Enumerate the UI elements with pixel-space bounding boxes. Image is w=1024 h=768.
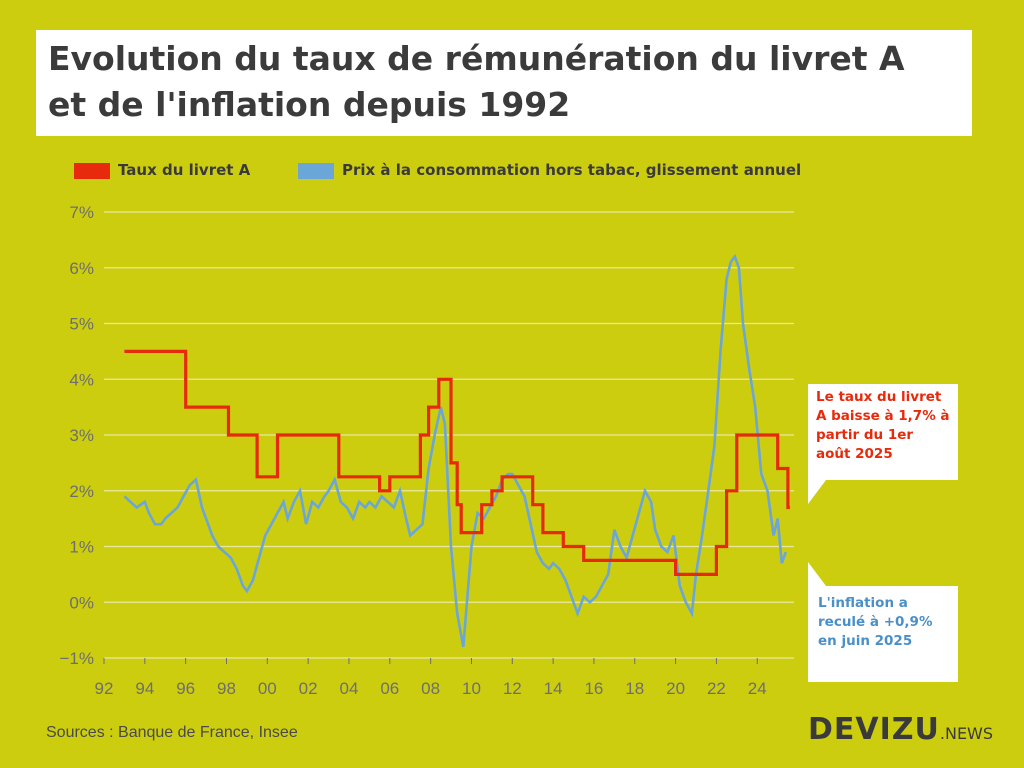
callout-pointer-red: [808, 480, 826, 504]
brand-logo: DEVIZU.NEWS: [808, 712, 993, 747]
x-tick-label: 20: [666, 679, 685, 698]
x-tick-label: 96: [176, 679, 195, 698]
y-tick-label: 4%: [69, 370, 94, 389]
brand-name: DEVIZU: [808, 712, 940, 747]
y-tick-label: 7%: [69, 203, 94, 222]
x-tick-label: 12: [503, 679, 522, 698]
x-tick-label: 08: [421, 679, 440, 698]
chart-title-line2: et de l'inflation depuis 1992: [48, 85, 571, 124]
grid: [104, 211, 794, 659]
annotation-livret-a: Le taux du livret A baisse à 1,7% à part…: [808, 384, 958, 480]
chart-title: Evolution du taux de rémunération du liv…: [48, 36, 960, 128]
series-group: [123, 253, 790, 648]
legend-swatch-inflation: [298, 163, 334, 179]
chart-title-line1: Evolution du taux de rémunération du liv…: [48, 39, 905, 78]
legend-label-inflation: Prix à la consommation hors tabac, gliss…: [342, 161, 802, 179]
y-tick-label: 6%: [69, 259, 94, 278]
y-tick-label: 0%: [69, 593, 94, 612]
x-tick-label: 16: [584, 679, 603, 698]
series-line-livret-a: [124, 349, 790, 577]
y-tick-label: 1%: [69, 538, 94, 557]
x-tick-label: 02: [299, 679, 318, 698]
y-tick-label: 2%: [69, 482, 94, 501]
x-tick-label: 18: [625, 679, 644, 698]
x-tick-label: 92: [95, 679, 114, 698]
title-box: Evolution du taux de rémunération du liv…: [36, 30, 972, 136]
y-axis: 7% 6% 5% 4% 3% 2% 1% 0% −1%: [60, 203, 95, 668]
x-tick-label: 22: [707, 679, 726, 698]
y-tick-label: 5%: [69, 315, 94, 334]
x-axis: 92 94 96 98 00 02 04 06 08 10 12 14 16 18 20 22 24: [95, 658, 767, 698]
brand-suffix: .NEWS: [939, 724, 994, 743]
callout-pointer-blue: [808, 562, 826, 586]
x-tick-label: 94: [135, 679, 154, 698]
legend-label-livret-a: Taux du livret A: [118, 161, 251, 179]
annotation-inflation: L'inflation a reculé à +0,9% en juin 202…: [808, 586, 958, 682]
x-tick-label: 04: [340, 679, 359, 698]
series-line-inflation: [123, 253, 788, 648]
x-tick-label: 98: [217, 679, 236, 698]
y-tick-label: −1%: [60, 649, 95, 668]
sources-text: Sources : Banque de France, Insee: [46, 724, 298, 741]
legend-swatch-livret-a: [74, 163, 110, 179]
y-tick-label: 3%: [69, 426, 94, 445]
x-tick-label: 24: [748, 679, 767, 698]
x-tick-label: 10: [462, 679, 481, 698]
x-tick-label: 00: [258, 679, 277, 698]
x-tick-label: 14: [544, 679, 563, 698]
x-tick-label: 06: [380, 679, 399, 698]
